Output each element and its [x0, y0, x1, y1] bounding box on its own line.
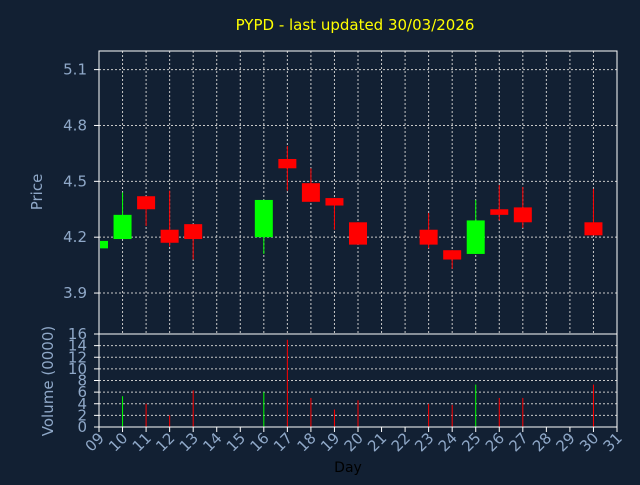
day-tick-label: 16	[246, 429, 272, 455]
day-tick-label: 17	[270, 429, 296, 455]
day-tick-label: 10	[105, 429, 131, 455]
candle-body	[443, 250, 462, 260]
volume-tick-label: 2	[77, 406, 87, 424]
volume-tick-label: 0	[77, 418, 87, 436]
price-tick-label: 4.5	[63, 172, 87, 190]
day-tick-label: 13	[176, 429, 202, 455]
volume-tick-label: 10	[68, 360, 87, 378]
chart-title: PYPD - last updated 30/03/2026	[236, 16, 475, 34]
day-tick-label: 22	[388, 429, 414, 455]
day-tick-label: 15	[223, 429, 249, 455]
day-tick-label: 25	[458, 429, 484, 455]
volume-tick-label: 4	[77, 395, 87, 413]
candle-body	[325, 198, 344, 206]
candle-body	[100, 240, 108, 249]
day-tick-label: 30	[576, 429, 602, 455]
candle-body	[490, 209, 509, 215]
candle-body	[466, 220, 485, 254]
price-gridlines	[94, 51, 618, 334]
volume-bars	[122, 339, 594, 427]
day-tick-label: 21	[364, 429, 390, 455]
day-tick-label: 11	[129, 429, 155, 455]
day-tick-label: 24	[435, 429, 461, 455]
price-tick-label: 4.2	[63, 228, 87, 246]
volume-tick-label: 16	[68, 325, 87, 343]
candle-body	[137, 196, 156, 210]
candles	[98, 145, 603, 269]
volume-tick-label: 14	[68, 337, 87, 355]
day-tick-label: 31	[600, 429, 626, 455]
day-tick-label: 14	[199, 429, 225, 455]
day-tick-label: 12	[152, 429, 178, 455]
candle-body	[184, 224, 203, 240]
volume-gridlines	[94, 333, 617, 428]
day-tick-label: 19	[317, 429, 343, 455]
candle-body	[349, 222, 367, 245]
price-tick-label: 3.9	[63, 284, 87, 302]
volume-axis-label: Volume (0000)	[39, 326, 57, 436]
price-tick-label: 4.8	[63, 116, 87, 134]
day-tick-label: 27	[505, 429, 531, 455]
candle-body	[584, 222, 603, 236]
volume-tick-label: 6	[77, 383, 87, 401]
candle-body	[254, 199, 273, 238]
day-tick-label: 23	[411, 429, 437, 455]
price-tick-label: 5.1	[63, 61, 87, 79]
candle-body	[278, 158, 297, 169]
candle-body	[513, 207, 532, 223]
day-axis-ticks: 0910111213141516171819202122232425262728…	[82, 427, 626, 455]
candle-body	[301, 183, 320, 202]
volume-tick-label: 8	[77, 372, 87, 390]
candle-body	[160, 229, 179, 243]
day-tick-label: 28	[529, 429, 555, 455]
day-tick-label: 29	[553, 429, 579, 455]
day-tick-label: 18	[294, 429, 320, 455]
volume-panel-frame	[98, 333, 618, 428]
candle-body	[419, 229, 438, 245]
volume-tick-label: 12	[68, 348, 87, 366]
day-tick-label: 26	[482, 429, 508, 455]
day-tick-label: 20	[341, 429, 367, 455]
candle-body	[113, 214, 132, 240]
day-axis-label: Day	[334, 460, 362, 476]
price-axis-ticks: 3.9 4.2 4.5 4.8 5.1	[63, 61, 87, 302]
price-axis-label: Price	[28, 174, 46, 211]
